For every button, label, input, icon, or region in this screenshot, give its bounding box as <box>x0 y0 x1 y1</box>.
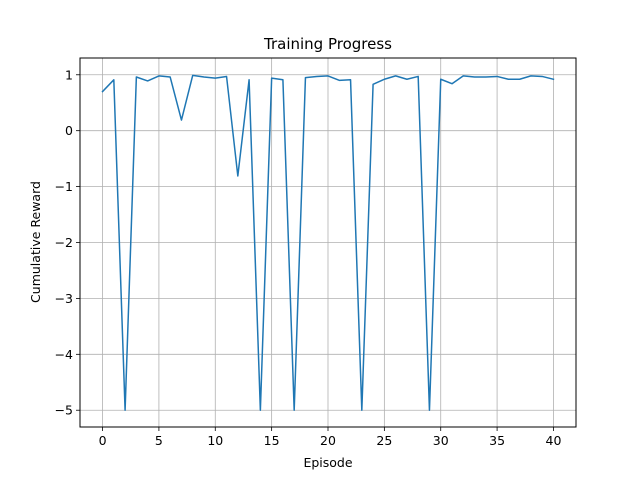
y-tick-label: −2 <box>55 235 73 250</box>
y-axis-ticks: 1 0 −1 −2 −3 −4 −5 <box>55 67 80 418</box>
x-tick-label: 10 <box>207 433 223 448</box>
y-tick-label: 1 <box>65 67 73 82</box>
series-line <box>101 74 555 411</box>
x-tick-label: 20 <box>320 433 336 448</box>
x-axis-label: Episode <box>303 455 352 470</box>
x-tick-label: 5 <box>155 433 163 448</box>
y-tick-label: −1 <box>55 179 73 194</box>
y-tick-label: −3 <box>55 291 73 306</box>
grid-lines <box>80 58 576 427</box>
y-axis-label: Cumulative Reward <box>28 181 43 303</box>
x-tick-label: 35 <box>489 433 505 448</box>
x-tick-label: 15 <box>264 433 280 448</box>
x-tick-label: 30 <box>433 433 449 448</box>
x-tick-label: 0 <box>99 433 107 448</box>
y-tick-label: −5 <box>55 403 73 418</box>
x-tick-label: 40 <box>546 433 562 448</box>
y-tick-label: −4 <box>55 347 73 362</box>
chart-title: Training Progress <box>263 35 392 53</box>
y-tick-label: 0 <box>65 123 73 138</box>
x-axis-ticks: 0 5 10 15 20 25 30 35 40 <box>99 427 562 448</box>
series-layer <box>101 74 555 411</box>
x-tick-label: 25 <box>376 433 392 448</box>
